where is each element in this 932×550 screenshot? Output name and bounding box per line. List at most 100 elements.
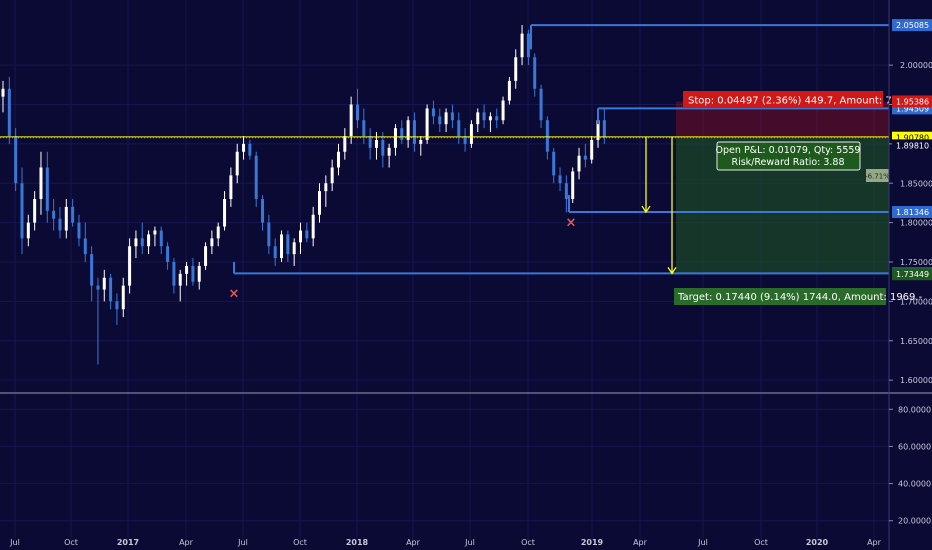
candle-body (476, 112, 480, 125)
candle-body (495, 116, 499, 121)
candle-body (406, 120, 410, 140)
candle-body (533, 57, 537, 89)
position-tool[interactable]: × × Stop: 0.04497 (2.36%) 449.7, Amount:… (0, 91, 923, 305)
candle-body (267, 222, 271, 247)
candle-body (526, 33, 530, 58)
price-tags: 2.050851.945091.813461.735581.953861.908… (892, 19, 932, 281)
candle-body (349, 104, 353, 136)
x-tick-label: Apr (867, 538, 882, 547)
x-tick-label: Apr (406, 538, 421, 547)
y2-tick-label: 20.0000 (898, 517, 931, 526)
candle-body (463, 136, 467, 144)
x-tick-label: Oct (521, 538, 535, 547)
candle-body (311, 214, 315, 239)
price-tag-box (892, 206, 932, 219)
price-tag-box (892, 19, 932, 32)
y-tick-label: 1.60000 (900, 376, 932, 385)
candle-body (280, 234, 284, 259)
time-axis[interactable]: Jul Oct 2017 Apr Jul Oct 2018 Apr Jul Oct 2019 Apr J… (9, 538, 881, 547)
candle-body (229, 175, 233, 199)
candle-body (223, 199, 227, 227)
candle-body (58, 218, 62, 231)
candle-body (501, 100, 505, 121)
x-tick-label: Apr (179, 538, 194, 547)
candle-body (204, 246, 208, 266)
open-pl-box (716, 141, 861, 171)
y2-tick-label: 40.0000 (898, 480, 931, 489)
level-lines[interactable] (233, 24, 889, 275)
candle-body (602, 120, 606, 138)
x-tick-label: Oct (293, 538, 307, 547)
candle-body (545, 120, 549, 152)
price-tag-label: 1.81346 (896, 208, 929, 217)
x-tick-label: 2019 (581, 538, 604, 547)
candle-body (539, 88, 543, 121)
indicator-axis[interactable]: 80.0000 60.0000 40.0000 20.0000 (889, 405, 931, 526)
candle-body (368, 136, 372, 148)
cross-marker-1: × (229, 286, 240, 301)
x-tick-label: Apr (633, 538, 648, 547)
candle-body (109, 277, 113, 302)
candle-body (248, 143, 252, 156)
candle-body (210, 238, 214, 247)
price-tag-label: 1.94509 (896, 104, 929, 113)
price-tag-label: 1.89810 (896, 141, 929, 150)
candle-body (83, 238, 87, 255)
candle-body (115, 301, 119, 310)
candle-body (90, 254, 94, 286)
candle-body (77, 222, 81, 239)
candle-body (71, 206, 75, 223)
x-tick-label: Jul (464, 538, 475, 547)
cross-marker-2: × (566, 216, 577, 231)
x-tick-label: Jul (9, 538, 20, 547)
y-tick-label: 1.70000 (900, 297, 932, 306)
target-label-box (674, 288, 886, 305)
price-tag-box (892, 268, 932, 281)
candle-body (444, 112, 448, 125)
price-tag-label: 1.90780 (896, 134, 929, 143)
candle-body (425, 108, 429, 140)
candle-body (52, 210, 56, 219)
candle-body (381, 139, 385, 156)
candle-body (596, 120, 600, 140)
x-tick-label: 2017 (117, 538, 139, 547)
candle-body (431, 108, 435, 117)
candle-body (64, 206, 68, 231)
candle-body (140, 238, 144, 247)
y2-tick-label: 80.0000 (898, 405, 931, 414)
candle-body (242, 143, 246, 152)
candle-body (419, 139, 423, 144)
price-tag-label: 2.05085 (896, 21, 929, 30)
candle-body (102, 277, 106, 290)
x-tick-label: Jul (697, 538, 708, 547)
candle-body (324, 183, 328, 192)
y2-tick-label: 60.0000 (898, 442, 931, 451)
price-tag-box (892, 139, 932, 152)
candle-body (482, 112, 486, 121)
candle-body (7, 88, 11, 136)
price-tag-label: 1.73449 (896, 270, 929, 279)
candle-body (147, 234, 151, 247)
x-tick-label: Oct (754, 538, 768, 547)
candle-body (577, 155, 581, 172)
candle-body (39, 167, 43, 199)
x-tick-label: Jul (237, 538, 248, 547)
candle-body (520, 33, 524, 58)
candle-body (400, 128, 404, 140)
candle-body (20, 183, 24, 239)
candle-body (121, 285, 125, 310)
candle-body (457, 120, 461, 136)
candle-body (362, 120, 366, 136)
candle-body (552, 151, 556, 176)
candle-body (286, 234, 290, 255)
candle-body (128, 246, 132, 286)
candle-body (166, 246, 170, 262)
candle-body (273, 246, 277, 259)
candle-body (261, 199, 265, 223)
percent-badge: -6.71% (865, 173, 890, 181)
percent-badge-box (866, 169, 889, 182)
candle-body (343, 136, 347, 152)
candle-body (254, 155, 258, 199)
candle-body (299, 230, 303, 243)
